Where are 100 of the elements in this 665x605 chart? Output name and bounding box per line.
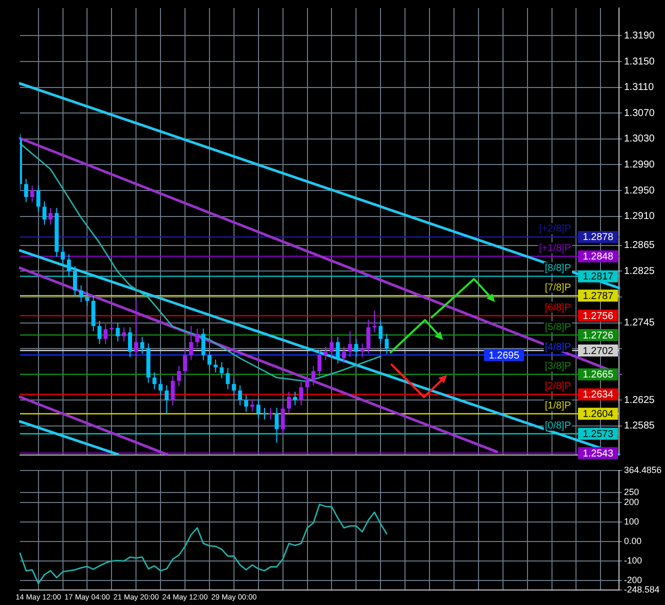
candlestick	[60, 246, 65, 266]
y-tick-label: 1.2865	[624, 240, 656, 252]
candlestick	[201, 328, 206, 361]
y-tick-label: 0.00	[624, 536, 642, 546]
candlestick	[268, 407, 273, 420]
candlestick	[311, 365, 316, 386]
annotation: 1.2756	[582, 310, 614, 322]
annotation: 1.2665	[582, 370, 614, 381]
y-tick-label: 1.3110	[624, 82, 654, 94]
annotation: 1.2787	[582, 290, 614, 302]
y-tick-label: -248.584	[624, 584, 660, 594]
y-tick-label: 1.3190	[624, 30, 656, 42]
annotation: 1.2634	[582, 390, 614, 401]
candlestick	[348, 330, 352, 358]
candlestick	[104, 324, 108, 345]
y-tick-label: 1.3070	[624, 108, 656, 119]
candlestick	[318, 349, 322, 377]
y-tick-label: 200	[624, 496, 640, 507]
y-tick-label: 250	[624, 487, 640, 498]
y-tick-label: 1.2910	[624, 211, 656, 222]
candlestick	[128, 326, 132, 358]
annotation: 1.2817	[582, 272, 614, 283]
candlestick	[286, 391, 291, 414]
annotation: 1.2848	[582, 252, 614, 263]
candlestick	[73, 266, 78, 296]
annotation: 1.2878	[582, 232, 614, 244]
y-tick-label: 1.2990	[624, 159, 656, 170]
candlestick	[280, 402, 285, 435]
annotation: 1.2573	[582, 428, 614, 440]
candlestick	[170, 375, 175, 406]
candlestick	[189, 325, 194, 361]
candlestick	[24, 178, 28, 203]
candlestick	[85, 291, 90, 306]
candlestick	[360, 342, 364, 358]
candlestick	[122, 326, 126, 342]
y-tick-label: 1.2950	[624, 185, 656, 196]
candlestick	[324, 346, 328, 361]
candlestick	[97, 320, 102, 345]
candlestick	[195, 328, 200, 348]
ref-line-label: [2/8]P	[544, 381, 572, 392]
candlestick	[336, 336, 340, 364]
annotation: 1.2543	[582, 448, 614, 460]
y-tick-label: 1.3150	[624, 56, 656, 68]
candlestick	[342, 346, 346, 364]
candlestick	[36, 184, 40, 212]
y-tick-label: 1.2625	[624, 394, 656, 406]
ref-line-label: [0/8]P	[544, 420, 572, 432]
candlestick	[42, 201, 46, 226]
candlestick	[299, 382, 304, 406]
annotation: 1.2726	[582, 330, 614, 342]
y-tick-label: 1.2745	[624, 318, 656, 329]
candlestick	[232, 378, 236, 396]
y-tick-label: 1.2825	[624, 266, 656, 277]
candlestick	[214, 359, 218, 373]
candlestick	[220, 362, 224, 379]
y-tick-label: 1.3030	[624, 134, 656, 145]
candlestick	[140, 336, 144, 354]
candlestick	[134, 300, 138, 358]
candlestick	[256, 399, 260, 419]
y-tick-label: 100	[624, 516, 640, 526]
candlestick	[176, 365, 181, 386]
ref-line-label: [4/8]P	[544, 342, 572, 353]
candlestick	[274, 407, 279, 444]
candlestick	[372, 310, 377, 333]
annotation: 1.2695	[488, 350, 520, 362]
ref-line-label: [5/8]P	[544, 322, 572, 333]
candlestick	[226, 367, 230, 390]
candlestick	[250, 399, 254, 412]
y-tick-label: 364.4856	[624, 464, 662, 475]
candlestick	[79, 284, 84, 303]
ref-line-label: [7/8]P	[544, 282, 572, 294]
candlestick	[164, 384, 169, 414]
y-tick-label: -100	[624, 556, 642, 566]
candlestick	[207, 349, 212, 370]
ref-line-label: [6/8]P	[544, 302, 572, 314]
ref-line-label: [1/8]P	[544, 400, 572, 412]
candlestick	[305, 374, 310, 393]
candlestick	[183, 349, 188, 377]
candlestick	[116, 322, 120, 342]
annotation: 1.2702	[582, 346, 614, 357]
candlestick	[330, 336, 334, 358]
candlestick	[158, 378, 163, 396]
ref-line-label: [+2/8]P	[539, 224, 572, 235]
candlestick	[152, 372, 156, 390]
ref-line-label: [+1/8]P	[539, 243, 572, 254]
candlestick	[293, 391, 298, 406]
candlestick	[30, 184, 34, 203]
candlestick	[366, 319, 370, 354]
candlestick	[238, 384, 242, 406]
candlestick	[384, 333, 389, 354]
ref-line-label: [3/8]P	[544, 361, 572, 372]
candlestick	[244, 394, 248, 412]
annotation: 1.2604	[582, 408, 614, 420]
ref-line-label: [8/8]P	[544, 263, 572, 274]
candlestick	[354, 338, 358, 358]
y-tick-label: 1.2585	[624, 420, 656, 432]
candlestick	[48, 207, 53, 226]
y-tick-label: -200	[624, 575, 642, 586]
candlestick	[66, 254, 71, 277]
candlestick	[378, 320, 383, 345]
